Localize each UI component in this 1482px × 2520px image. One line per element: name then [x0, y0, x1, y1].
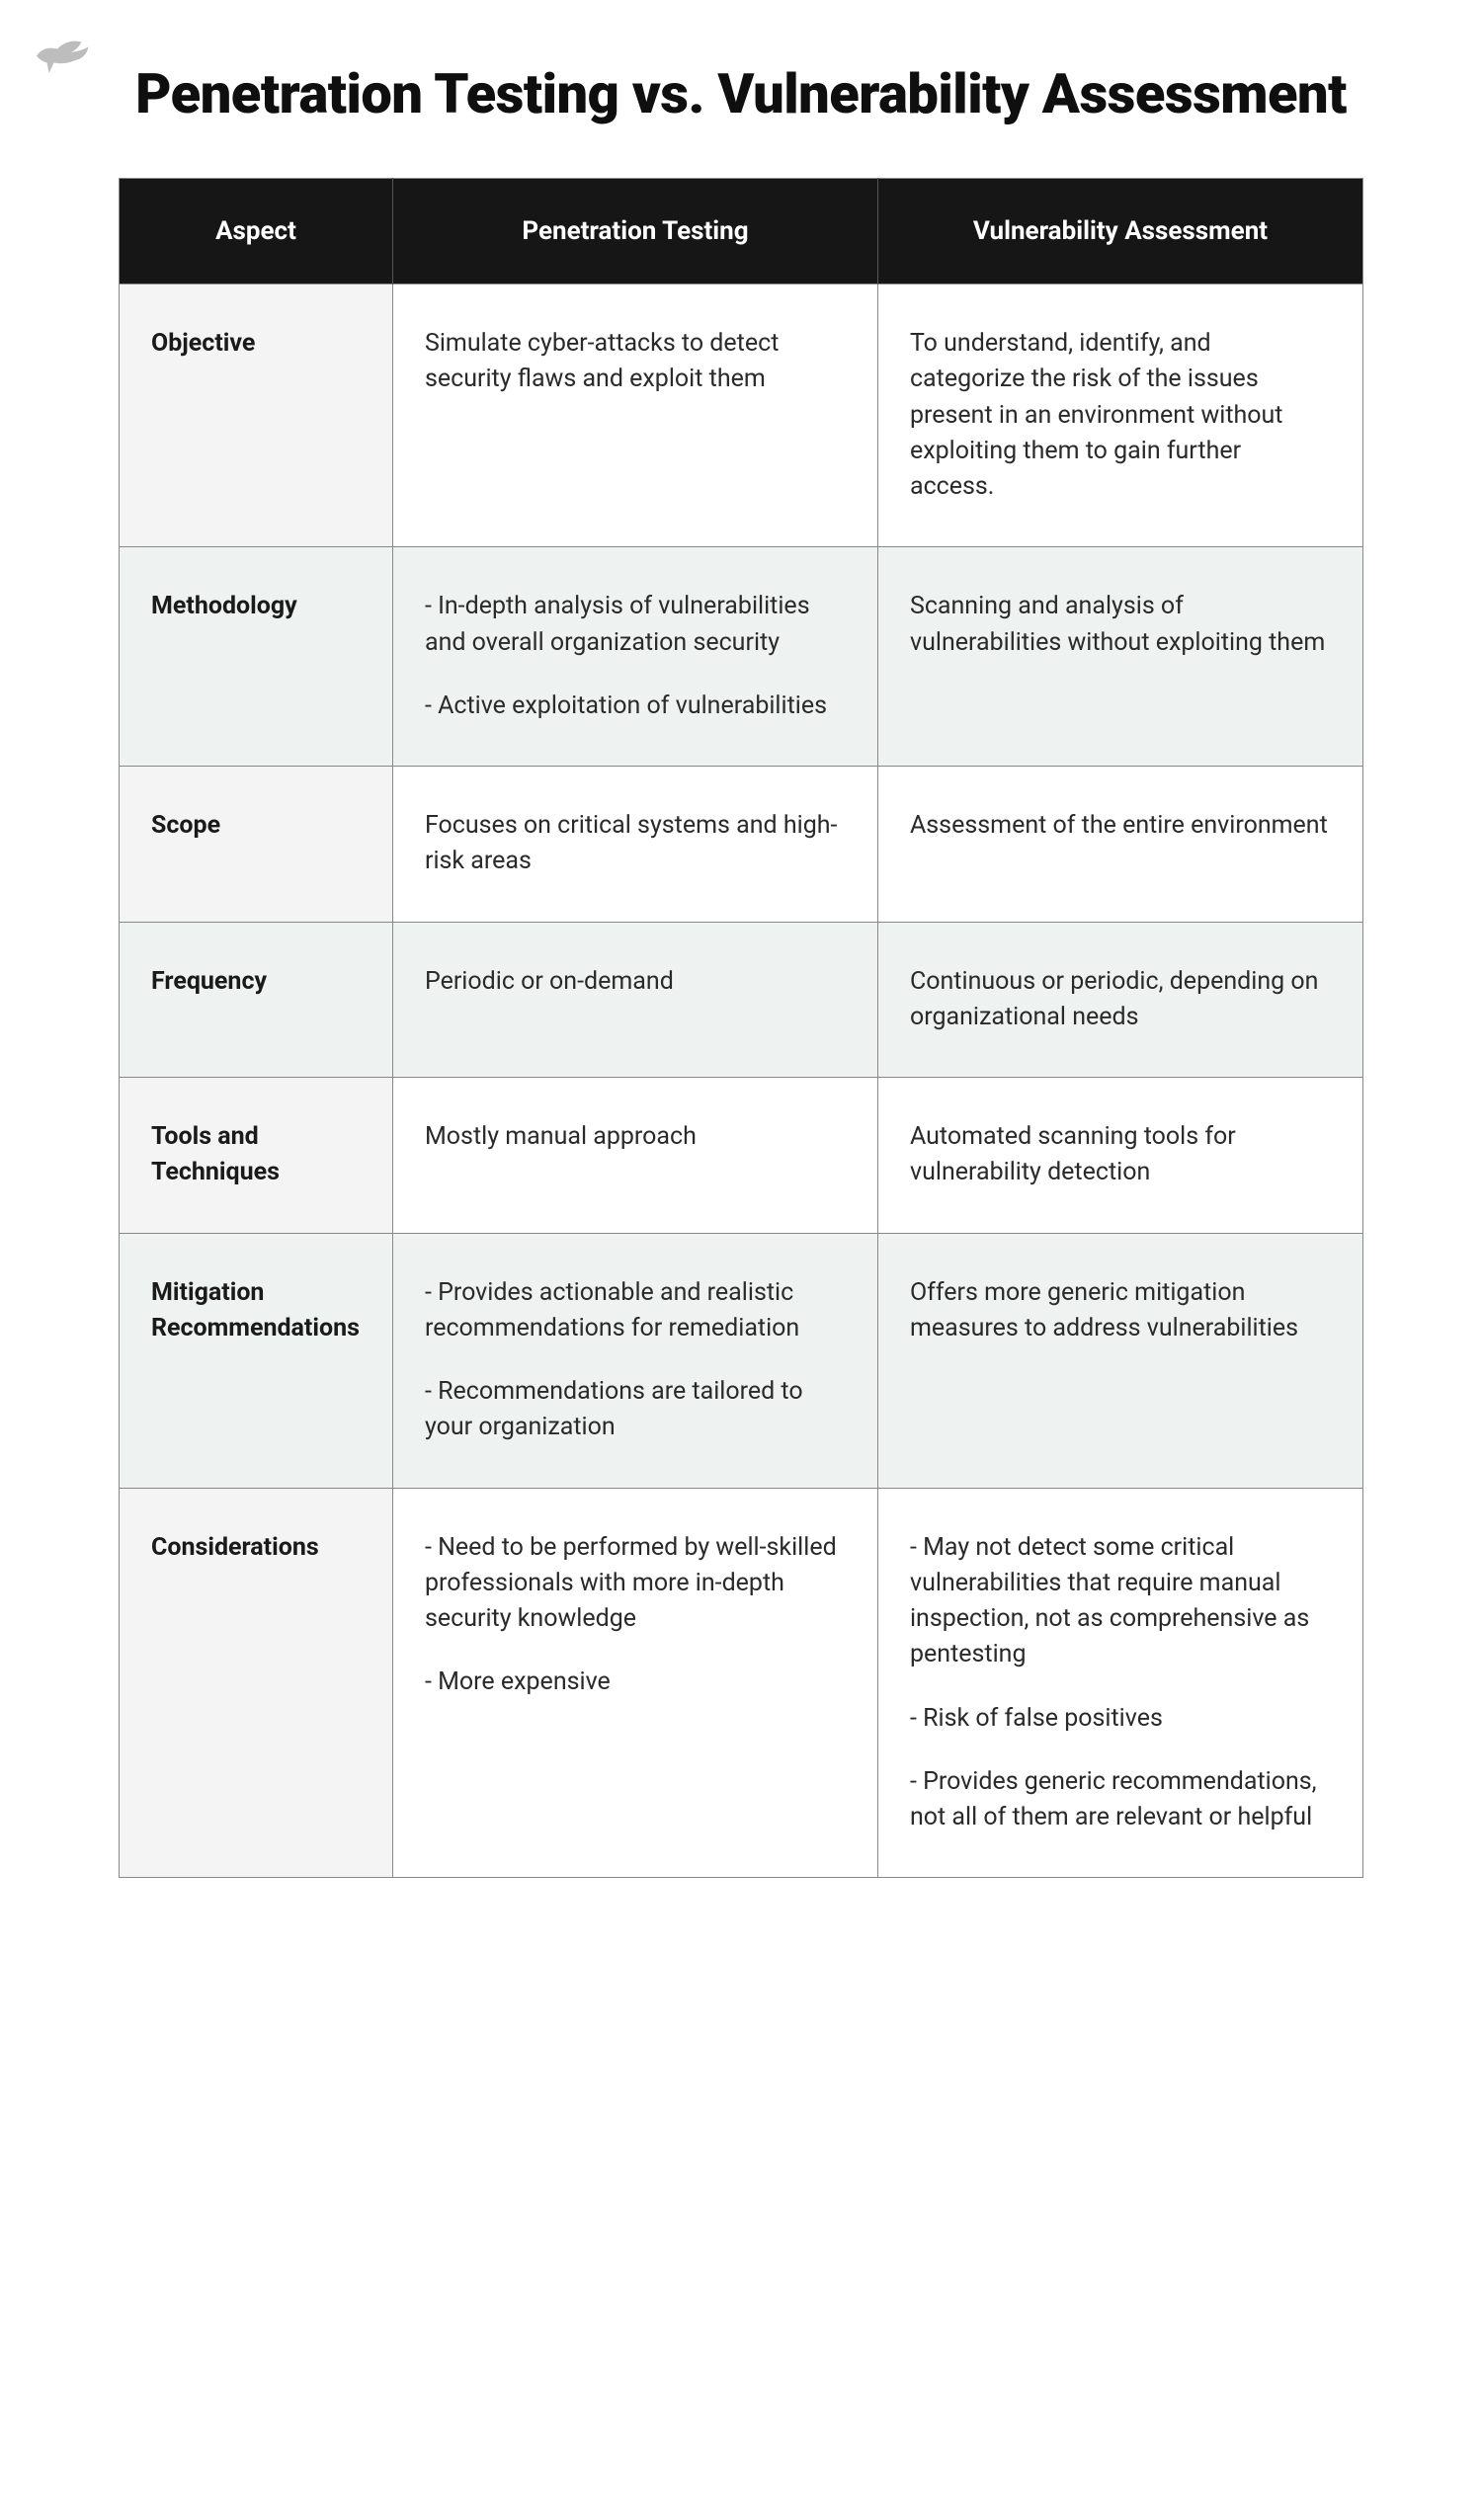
cell-line: - More expensive	[425, 1665, 846, 1700]
cell-line: - Need to be performed by well-skilled p…	[425, 1530, 846, 1638]
pentest-cell: - Provides actionable and realistic reco…	[392, 1233, 877, 1488]
col-header-vulnassess: Vulnerability Assessment	[877, 179, 1362, 285]
comparison-table: Aspect Penetration Testing Vulnerability…	[119, 178, 1363, 1878]
aspect-cell: Considerations	[120, 1488, 393, 1878]
cell-line: - Active exploitation of vulnerabilities	[425, 689, 846, 724]
col-header-pentest: Penetration Testing	[392, 179, 877, 285]
vulnassess-cell: Offers more generic mitigation measures …	[877, 1233, 1362, 1488]
table-row: Mitigation Recommendations - Provides act…	[120, 1233, 1363, 1488]
table-row: Frequency Periodic or on-demand Continuous…	[120, 922, 1363, 1078]
vulnassess-cell: To understand, identify, and categorize …	[877, 285, 1362, 547]
cell-line: - Provides actionable and realistic reco…	[425, 1275, 846, 1347]
pentest-cell: - Need to be performed by well-skilled p…	[392, 1488, 877, 1878]
aspect-cell: Mitigation Recommendations	[120, 1233, 393, 1488]
vulnassess-cell: Continuous or periodic, depending on org…	[877, 922, 1362, 1078]
cell-line: Periodic or on-demand	[425, 964, 846, 1000]
cell-line: Assessment of the entire environment	[910, 808, 1331, 844]
table-row: Scope Focuses on critical systems and hig…	[120, 767, 1363, 923]
vulnassess-cell: Scanning and analysis of vulnerabilities…	[877, 547, 1362, 767]
vulnassess-cell: Assessment of the entire environment	[877, 767, 1362, 923]
cell-line: Simulate cyber-attacks to detect securit…	[425, 326, 846, 398]
aspect-cell: Objective	[120, 285, 393, 547]
col-header-aspect: Aspect	[120, 179, 393, 285]
aspect-cell: Frequency	[120, 922, 393, 1078]
cell-line: Continuous or periodic, depending on org…	[910, 964, 1331, 1036]
cell-line: - May not detect some critical vulnerabi…	[910, 1530, 1331, 1673]
cell-line: - Provides generic recommendations, not …	[910, 1764, 1331, 1836]
cell-line: - Risk of false positives	[910, 1701, 1331, 1737]
cell-line: Mostly manual approach	[425, 1119, 846, 1155]
vulnassess-cell: Automated scanning tools for vulnerabili…	[877, 1078, 1362, 1234]
cell-line: Focuses on critical systems and high-ris…	[425, 808, 846, 880]
aspect-cell: Methodology	[120, 547, 393, 767]
pentest-cell: - In-depth analysis of vulnerabilities a…	[392, 547, 877, 767]
table-row: Objective Simulate cyber-attacks to detec…	[120, 285, 1363, 547]
table-row: Tools and Techniques Mostly manual approa…	[120, 1078, 1363, 1234]
pentest-cell: Focuses on critical systems and high-ris…	[392, 767, 877, 923]
vulnassess-cell: - May not detect some critical vulnerabi…	[877, 1488, 1362, 1878]
cell-line: - Recommendations are tailored to your o…	[425, 1374, 846, 1446]
cell-line: To understand, identify, and categorize …	[910, 326, 1331, 505]
cell-line: Automated scanning tools for vulnerabili…	[910, 1119, 1331, 1191]
cell-line: Offers more generic mitigation measures …	[910, 1275, 1331, 1347]
page-title: Penetration Testing vs. Vulnerability As…	[119, 59, 1363, 128]
pentest-cell: Simulate cyber-attacks to detect securit…	[392, 285, 877, 547]
pentest-cell: Periodic or on-demand	[392, 922, 877, 1078]
table-header-row: Aspect Penetration Testing Vulnerability…	[120, 179, 1363, 285]
cell-line: - In-depth analysis of vulnerabilities a…	[425, 589, 846, 661]
aspect-cell: Scope	[120, 767, 393, 923]
bird-logo-icon	[30, 30, 99, 93]
cell-line: Scanning and analysis of vulnerabilities…	[910, 589, 1331, 661]
aspect-cell: Tools and Techniques	[120, 1078, 393, 1234]
pentest-cell: Mostly manual approach	[392, 1078, 877, 1234]
table-row: Considerations - Need to be performed by …	[120, 1488, 1363, 1878]
table-row: Methodology - In-depth analysis of vulner…	[120, 547, 1363, 767]
